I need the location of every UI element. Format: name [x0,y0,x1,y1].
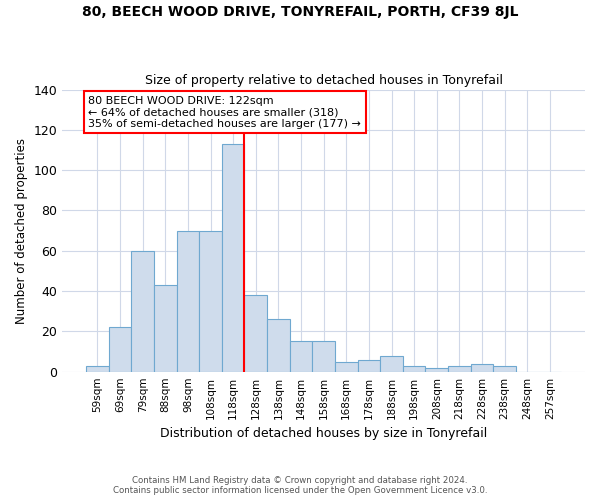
Bar [109,328,131,372]
Bar [448,366,471,372]
Bar [425,368,448,372]
Bar [131,251,154,372]
X-axis label: Distribution of detached houses by size in Tonyrefail: Distribution of detached houses by size … [160,427,487,440]
Title: Size of property relative to detached houses in Tonyrefail: Size of property relative to detached ho… [145,74,503,87]
Bar [403,366,425,372]
Bar [244,295,267,372]
Bar [199,230,222,372]
Bar [154,285,176,372]
Text: 80, BEECH WOOD DRIVE, TONYREFAIL, PORTH, CF39 8JL: 80, BEECH WOOD DRIVE, TONYREFAIL, PORTH,… [82,5,518,19]
Bar [335,362,358,372]
Bar [358,360,380,372]
Bar [267,320,290,372]
Bar [493,366,516,372]
Text: 80 BEECH WOOD DRIVE: 122sqm
← 64% of detached houses are smaller (318)
35% of se: 80 BEECH WOOD DRIVE: 122sqm ← 64% of det… [88,96,361,129]
Bar [176,230,199,372]
Text: Contains HM Land Registry data © Crown copyright and database right 2024.
Contai: Contains HM Land Registry data © Crown c… [113,476,487,495]
Bar [290,342,313,372]
Bar [86,366,109,372]
Y-axis label: Number of detached properties: Number of detached properties [15,138,28,324]
Bar [380,356,403,372]
Bar [222,144,244,372]
Bar [471,364,493,372]
Bar [313,342,335,372]
